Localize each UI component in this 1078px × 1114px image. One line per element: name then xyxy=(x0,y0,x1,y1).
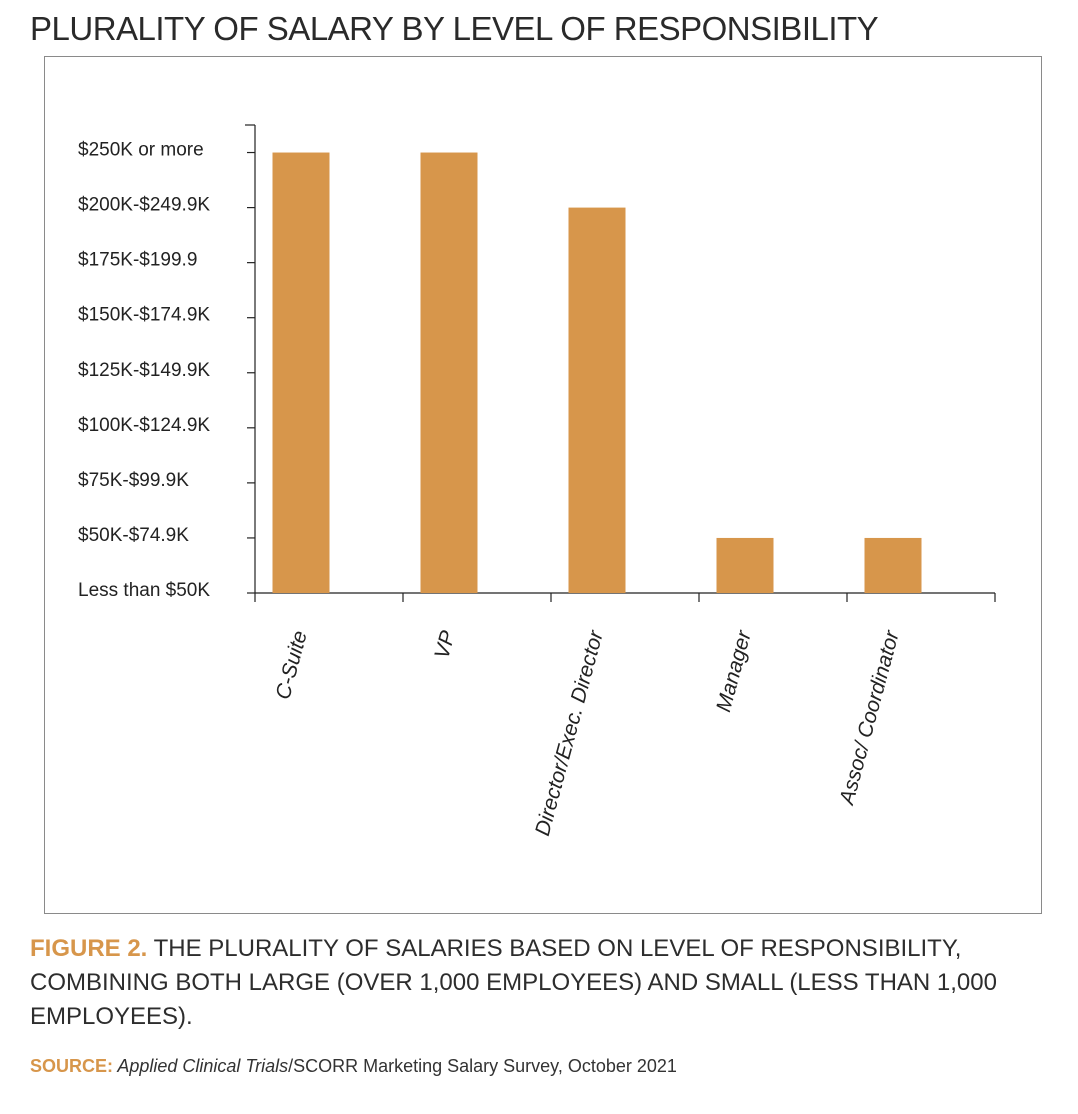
page-title: PLURALITY OF SALARY BY LEVEL OF RESPONSI… xyxy=(30,10,879,47)
y-tick-label: $100K-$124.9K xyxy=(78,415,210,436)
x-tick-label: Director/Exec. Director xyxy=(531,627,608,838)
chart-frame xyxy=(44,56,1042,914)
y-axis: Less than $50K $50K-$74.9K $75K-$99.9K $100… xyxy=(78,124,256,601)
y-tick-label: $50K-$74.9K xyxy=(78,525,189,546)
y-tick-label: $125K-$149.9K xyxy=(78,360,210,381)
bar-assoc-coordinator xyxy=(864,537,922,593)
y-tick-label: $75K-$99.9K xyxy=(78,470,189,491)
y-tick-label: $150K-$174.9K xyxy=(78,305,210,326)
bar-director-exec-director xyxy=(568,207,626,593)
x-axis xyxy=(254,592,996,602)
figure-caption: FIGURE 2. THE PLURALITY OF SALARIES BASE… xyxy=(30,932,1040,1034)
bar-manager xyxy=(716,537,774,593)
source-rest: /SCORR Marketing Salary Survey, October … xyxy=(288,1056,677,1076)
x-tick-label: VP xyxy=(430,628,459,661)
source-label: SOURCE: xyxy=(30,1056,114,1076)
x-tick-label: Manager xyxy=(712,627,756,714)
source-publication: Applied Clinical Trials xyxy=(113,1056,289,1076)
x-tick-label: Assoc/ Coordinator xyxy=(835,627,904,808)
bar-chart: Less than $50K $50K-$74.9K $75K-$99.9K $100… xyxy=(78,124,996,838)
source-line: SOURCE: Applied Clinical Trials/SCORR Ma… xyxy=(30,1056,677,1077)
y-tick-label: Less than $50K xyxy=(78,580,210,601)
y-tick-label: $175K-$199.9 xyxy=(78,250,197,271)
y-tick-label: $250K or more xyxy=(78,140,204,161)
caption-text: THE PLURALITY OF SALARIES BASED ON LEVEL… xyxy=(30,935,997,1030)
figure-label: FIGURE 2. xyxy=(30,935,148,962)
bar-c-suite xyxy=(272,152,330,593)
x-tick-labels: C-Suite VP Director/Exec. Director Manager A… xyxy=(271,627,904,838)
bar-vp xyxy=(420,152,478,593)
bars xyxy=(272,152,922,593)
x-tick-label: C-Suite xyxy=(271,628,311,702)
y-tick-label: $200K-$249.9K xyxy=(78,195,210,216)
